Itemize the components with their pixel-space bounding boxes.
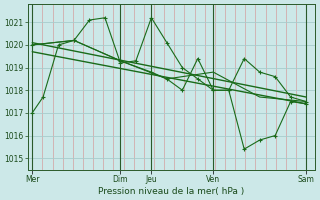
- X-axis label: Pression niveau de la mer( hPa ): Pression niveau de la mer( hPa ): [98, 187, 244, 196]
